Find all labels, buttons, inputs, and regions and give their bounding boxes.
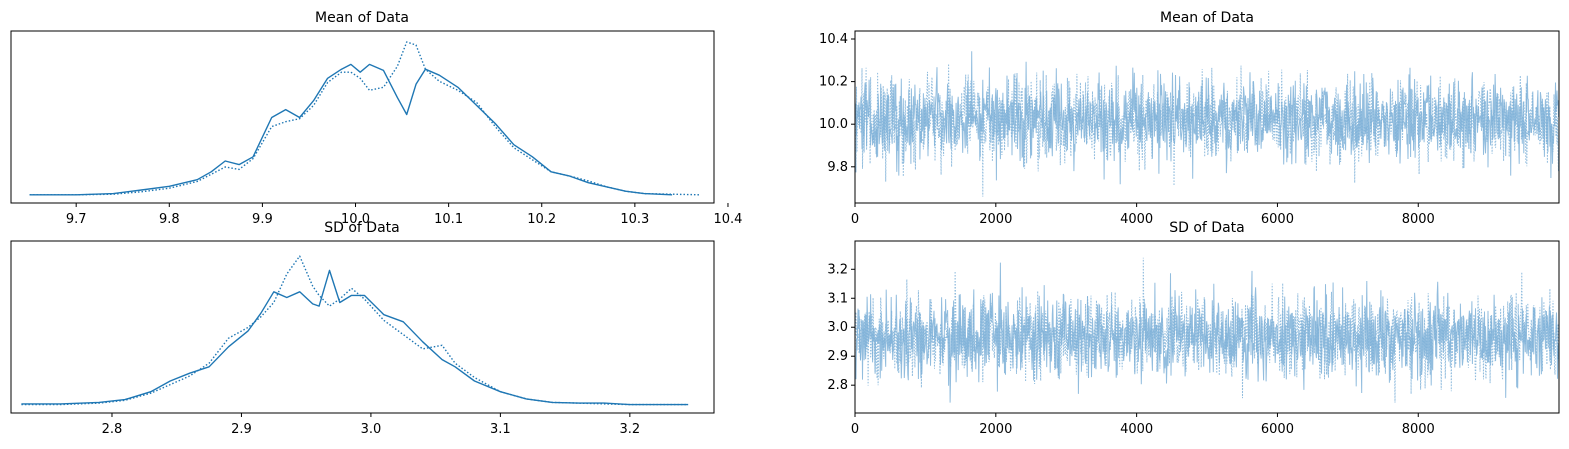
sd-trace-y-tick-label: 3.0 (827, 320, 848, 335)
mean-trace-y-tick-label: 10.4 (819, 32, 848, 47)
mean-density-x-tick-label: 10.2 (527, 212, 556, 227)
sd-trace-y-ticks: 2.8 2.9 3.0 3.1 3.2 (827, 262, 855, 393)
mean-density-x-tick-label: 10.0 (341, 212, 370, 227)
mean-trace-x-tick-label: 4000 (1120, 212, 1153, 227)
mean-trace-axes-frame (854, 30, 1560, 204)
mean-trace-x-tick-label: 0 (851, 212, 859, 227)
mean-density-x-tick-label: 9.9 (252, 212, 273, 227)
sd-trace-y-tick-label: 3.2 (827, 262, 848, 277)
sd-density-x-tick-label: 3.0 (361, 422, 382, 437)
sd-density-x-tick-label: 3.2 (620, 422, 641, 437)
sd-trace-x-tick-label: 4000 (1120, 422, 1153, 437)
sd-trace-x-tick-label: 8000 (1402, 422, 1435, 437)
sd-density-series-dotted-line (21, 255, 689, 406)
mean-trace-lines (854, 51, 1560, 197)
sd-trace-title: SD of Data (1169, 220, 1245, 236)
sd-density-x-ticks: 2.8 2.9 3.0 3.1 3.2 (102, 413, 641, 437)
sd-density-lines (21, 255, 689, 406)
mean-density-title: Mean of Data (315, 10, 409, 26)
mean-density-axes-frame (10, 30, 715, 204)
sd-trace-x-tick-label: 6000 (1261, 422, 1294, 437)
sd-trace-x-tick-label: 0 (851, 422, 859, 437)
mean-density-x-tick-label: 10.1 (434, 212, 463, 227)
mean-trace-x-tick-label: 2000 (979, 212, 1012, 227)
sd-trace-panel: SD of Data 0 2000 4000 6000 8000 2.8 2.9 3.0 3.… (827, 220, 1560, 437)
mean-density-x-tick-label: 9.8 (159, 212, 180, 227)
mean-trace-y-ticks: 9.8 10.0 10.2 10.4 (819, 32, 855, 175)
sd-density-x-tick-label: 2.9 (231, 422, 252, 437)
sd-density-panel: SD of Data 2.8 2.9 3.0 3.1 3.2 (10, 220, 715, 437)
sd-trace-x-ticks: 0 2000 4000 6000 8000 (851, 413, 1435, 437)
mean-density-x-ticks: 9.7 9.8 9.9 10.0 10.1 10.2 10.3 10.4 (66, 203, 742, 227)
sd-density-axes-frame (10, 240, 715, 414)
sd-trace-y-tick-label: 3.1 (827, 291, 848, 306)
mean-density-series-dotted-line (29, 41, 701, 196)
mean-trace-panel: Mean of Data 0 2000 4000 6000 8000 9.8 10.0 10… (819, 10, 1560, 227)
mean-density-x-tick-label: 10.3 (620, 212, 649, 227)
mean-density-x-tick-label: 10.4 (713, 212, 742, 227)
mean-density-panel: Mean of Data 9.7 9.8 9.9 10.0 10.1 10.2 10.3 10… (10, 10, 742, 227)
mean-trace-x-tick-label: 6000 (1261, 212, 1294, 227)
sd-trace-x-tick-label: 2000 (979, 422, 1012, 437)
mean-trace-chain-dotted-line (854, 63, 1560, 197)
mean-trace-y-tick-label: 10.2 (819, 75, 848, 90)
mean-trace-y-tick-label: 9.8 (827, 160, 848, 175)
mean-trace-x-tick-label: 8000 (1402, 212, 1435, 227)
mean-density-series-solid-line (29, 63, 673, 196)
mean-density-x-tick-label: 9.7 (66, 212, 87, 227)
sd-trace-y-tick-label: 2.9 (827, 349, 848, 364)
sd-trace-y-tick-label: 2.8 (827, 378, 848, 393)
mean-trace-title: Mean of Data (1160, 10, 1254, 26)
sd-density-x-tick-label: 2.8 (102, 422, 123, 437)
mean-trace-y-tick-label: 10.0 (819, 117, 848, 132)
mean-trace-x-ticks: 0 2000 4000 6000 8000 (851, 203, 1435, 227)
sd-density-x-tick-label: 3.1 (490, 422, 511, 437)
sd-trace-chain-dotted-line (854, 257, 1560, 403)
mean-density-lines (29, 41, 701, 196)
sd-density-title: SD of Data (324, 220, 400, 236)
sd-trace-lines (854, 257, 1560, 403)
